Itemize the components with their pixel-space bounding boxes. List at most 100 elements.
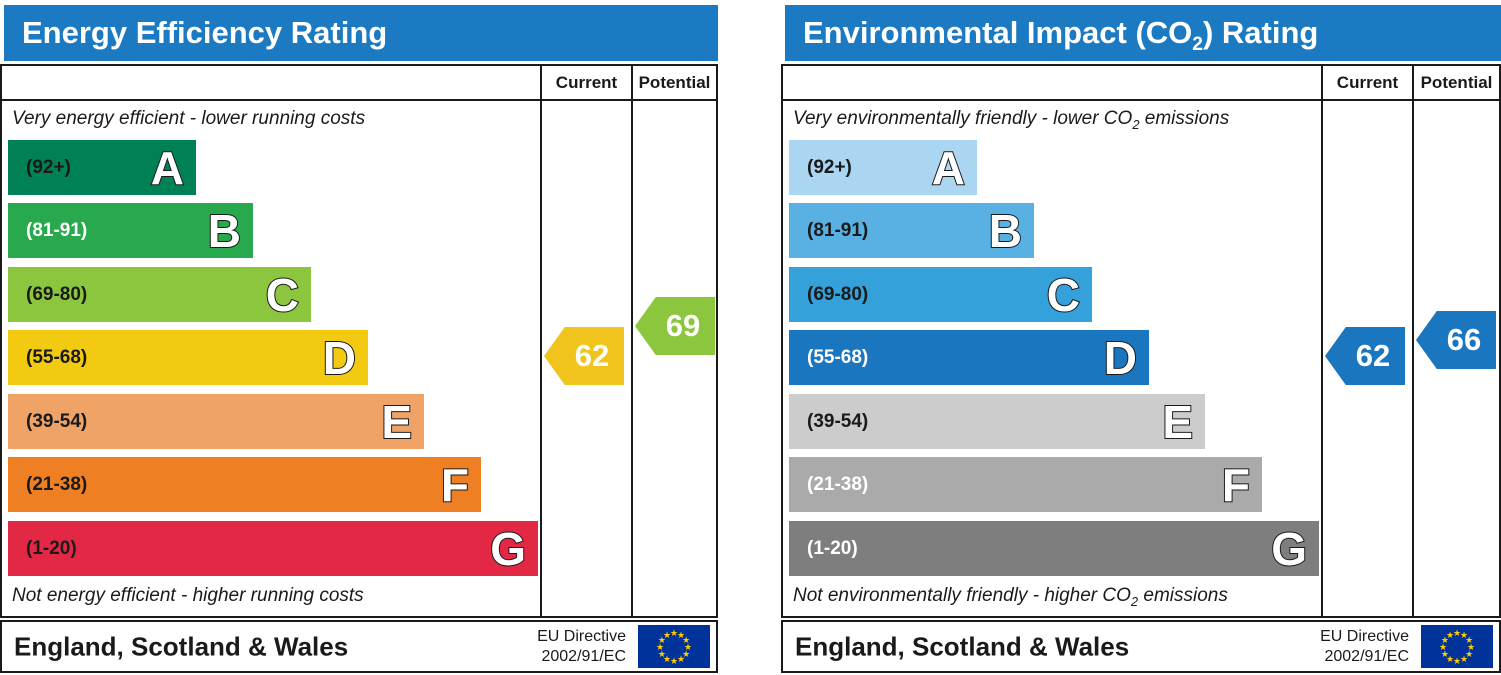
eu-flag-icon: ★ ★ ★ ★ ★ ★ ★ ★ ★ ★ ★ ★ (638, 625, 710, 668)
potential-rating-arrow: 66 (1416, 311, 1496, 369)
top-caption: Very environmentally friendly - lower CO… (793, 108, 1230, 132)
band-bar-b: (81-91) B (8, 203, 253, 258)
band-letter-d: D (322, 331, 357, 385)
band-bar-d: (55-68) D (789, 330, 1149, 385)
title-text: Energy Efficiency Rating (22, 15, 388, 50)
potential-column-header: Potential (1420, 73, 1493, 92)
eu-directive-line2: 2002/91/EC (1324, 647, 1409, 665)
band-letter-e: E (1161, 395, 1194, 449)
band-letter-f: F (440, 458, 470, 512)
eu-directive-label: EU Directive 2002/91/EC (537, 627, 626, 667)
band-range-a: (92+) (807, 156, 852, 178)
band-row-g: (1-20) G (789, 521, 1319, 576)
current-column-divider (1321, 66, 1323, 616)
band-letter-c: C (1046, 268, 1081, 322)
band-row-e: (39-54) E (789, 394, 1205, 449)
band-bar-c: (69-80) C (8, 267, 311, 322)
band-row-d: (55-68) D (8, 330, 368, 385)
band-range-f: (21-38) (26, 473, 88, 495)
band-range-b: (81-91) (26, 219, 88, 241)
current-rating-arrow: 62 (1325, 327, 1405, 385)
environmental-impact-chart: Current Potential Very environmentally f… (781, 64, 1501, 618)
band-bar-e: (39-54) E (789, 394, 1205, 449)
band-row-b: (81-91) B (789, 203, 1034, 258)
footer: England, Scotland & Wales EU Directive 2… (781, 620, 1501, 673)
title-text: Environmental Impact (CO2) Rating (803, 15, 1319, 56)
region-label: England, Scotland & Wales (14, 631, 349, 661)
band-range-g: (1-20) (807, 537, 858, 559)
energy-efficiency-bands: Very energy efficient - lower running co… (2, 101, 716, 616)
region-label: England, Scotland & Wales (795, 631, 1130, 661)
band-letter-a: A (931, 141, 966, 195)
band-bar-a: (92+) A (8, 140, 196, 195)
current-rating-value: 62 (1355, 338, 1391, 373)
band-bar-a: (92+) A (789, 140, 977, 195)
potential-rating-value: 69 (665, 308, 701, 343)
band-bar-e: (39-54) E (8, 394, 424, 449)
band-letter-a: A (150, 141, 185, 195)
bottom-caption: Not environmentally friendly - higher CO… (793, 585, 1228, 609)
band-range-b: (81-91) (807, 219, 869, 241)
band-letter-g: G (1270, 522, 1308, 576)
current-rating-arrow: 62 (544, 327, 624, 385)
potential-rating-arrow: 69 (635, 297, 715, 355)
eu-directive-line1: EU Directive (537, 627, 626, 645)
band-bar-f: (21-38) F (8, 457, 481, 512)
eu-directive-line2: 2002/91/EC (541, 647, 626, 665)
band-letter-c: C (265, 268, 300, 322)
band-range-c: (69-80) (807, 283, 869, 305)
band-range-f: (21-38) (807, 473, 869, 495)
band-range-a: (92+) (26, 156, 71, 178)
band-range-g: (1-20) (26, 537, 77, 559)
eu-directive-label: EU Directive 2002/91/EC (1320, 627, 1409, 667)
band-letter-f: F (1221, 458, 1251, 512)
footer: England, Scotland & Wales EU Directive 2… (0, 620, 718, 673)
band-row-f: (21-38) F (789, 457, 1262, 512)
band-range-e: (39-54) (26, 410, 88, 432)
column-header-row: Current Potential (783, 66, 1499, 101)
current-column-divider (540, 66, 542, 616)
band-letter-b: B (988, 204, 1023, 258)
band-bar-d: (55-68) D (8, 330, 368, 385)
band-row-a: (92+) A (789, 140, 977, 195)
panel-title-energy-efficiency: Energy Efficiency Rating (4, 5, 718, 61)
band-row-a: (92+) A (8, 140, 196, 195)
band-row-f: (21-38) F (8, 457, 481, 512)
band-letter-g: G (489, 522, 527, 576)
environmental-impact-bands: Very environmentally friendly - lower CO… (783, 101, 1499, 616)
band-row-g: (1-20) G (8, 521, 538, 576)
band-row-c: (69-80) C (8, 267, 311, 322)
panel-title-environmental-impact: Environmental Impact (CO2) Rating (785, 5, 1501, 61)
band-range-d: (55-68) (807, 346, 869, 368)
band-bar-g: (1-20) G (789, 521, 1319, 576)
environmental-impact-panel: Environmental Impact (CO2) Rating Curren… (781, 0, 1501, 675)
band-bar-c: (69-80) C (789, 267, 1092, 322)
band-row-e: (39-54) E (8, 394, 424, 449)
band-row-d: (55-68) D (789, 330, 1149, 385)
band-range-d: (55-68) (26, 346, 88, 368)
band-letter-b: B (207, 204, 242, 258)
band-range-e: (39-54) (807, 410, 869, 432)
column-header-row: Current Potential (2, 66, 716, 101)
eu-directive-line1: EU Directive (1320, 627, 1409, 645)
bottom-caption: Not energy efficient - higher running co… (12, 585, 364, 606)
potential-column-divider (1412, 66, 1414, 616)
band-letter-d: D (1103, 331, 1138, 385)
band-row-c: (69-80) C (789, 267, 1092, 322)
energy-efficiency-panel: Energy Efficiency Rating Current Potenti… (0, 0, 718, 675)
current-column-header: Current (1336, 73, 1399, 92)
potential-column-divider (631, 66, 633, 616)
energy-efficiency-chart: Current Potential Very energy efficient … (0, 64, 718, 618)
band-bar-b: (81-91) B (789, 203, 1034, 258)
potential-column-header: Potential (638, 73, 711, 92)
band-bar-f: (21-38) F (789, 457, 1262, 512)
current-column-header: Current (555, 73, 618, 92)
eu-flag-icon: ★ ★ ★ ★ ★ ★ ★ ★ ★ ★ ★ ★ (1421, 625, 1493, 668)
band-row-b: (81-91) B (8, 203, 253, 258)
current-rating-value: 62 (574, 338, 610, 373)
band-letter-e: E (380, 395, 413, 449)
band-range-c: (69-80) (26, 283, 88, 305)
top-caption: Very energy efficient - lower running co… (12, 108, 366, 129)
potential-rating-value: 66 (1446, 322, 1482, 357)
